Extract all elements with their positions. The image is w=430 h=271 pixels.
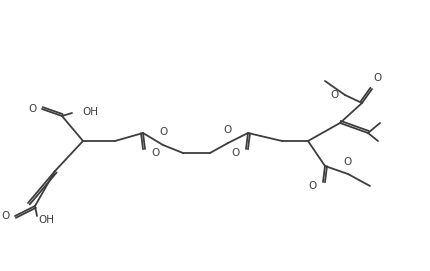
Text: O: O [2, 211, 10, 221]
Text: O: O [159, 127, 167, 137]
Text: O: O [344, 157, 352, 167]
Text: O: O [29, 104, 37, 114]
Text: O: O [331, 90, 339, 100]
Text: O: O [309, 181, 317, 191]
Text: O: O [232, 148, 240, 158]
Text: O: O [374, 73, 382, 83]
Text: OH: OH [82, 107, 98, 117]
Text: O: O [151, 148, 159, 158]
Text: O: O [224, 125, 232, 135]
Text: OH: OH [38, 215, 54, 225]
